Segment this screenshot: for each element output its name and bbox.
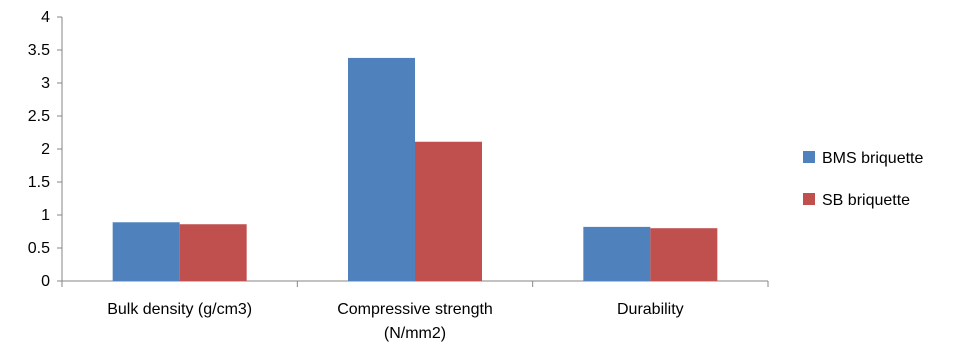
y-tick-label: 1 bbox=[41, 207, 50, 224]
y-tick-label: 1.5 bbox=[28, 174, 50, 191]
bar-bms-briquette-1 bbox=[348, 57, 415, 281]
y-tick-label: 0.5 bbox=[28, 240, 50, 257]
bar-bms-briquette-0 bbox=[112, 222, 180, 281]
category-label: Compressive strength (N/mm2) bbox=[337, 301, 493, 342]
bar-bms-briquette-2 bbox=[583, 226, 651, 281]
legend-swatch bbox=[803, 151, 815, 163]
legend: BMS briquette SB briquette bbox=[803, 150, 923, 209]
y-tick-label: 0 bbox=[41, 273, 50, 290]
y-tick-label: 2.5 bbox=[28, 108, 50, 125]
category-labels: Bulk density (g/cm3) Compressive strength… bbox=[107, 301, 683, 342]
bar-sb-briquette-0 bbox=[179, 224, 247, 281]
y-tick-label: 4 bbox=[41, 9, 50, 26]
legend-label: BMS briquette bbox=[822, 150, 923, 167]
legend-swatch bbox=[803, 193, 815, 205]
y-tick-label: 3.5 bbox=[28, 42, 50, 59]
bar-sb-briquette-2 bbox=[650, 228, 718, 281]
category-label: Bulk density (g/cm3) bbox=[107, 301, 252, 318]
legend-label: SB briquette bbox=[822, 192, 910, 209]
bar-sb-briquette-1 bbox=[415, 141, 482, 281]
y-tick-label: 3 bbox=[41, 75, 50, 92]
bars bbox=[112, 57, 718, 281]
y-tick-labels: 0 0.5 1 1.5 2 2.5 3 3.5 4 bbox=[28, 9, 50, 290]
y-tick-label: 2 bbox=[41, 141, 50, 158]
category-label: Durability bbox=[617, 301, 684, 318]
